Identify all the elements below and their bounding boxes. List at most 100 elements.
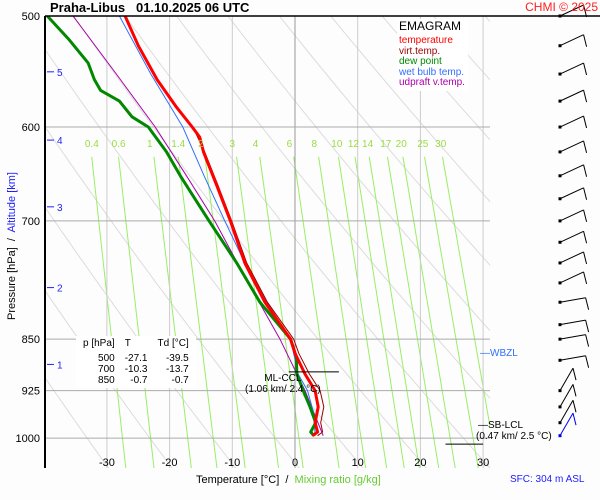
wind-barb-flag bbox=[572, 368, 577, 381]
mixing-ratio-label: 14 bbox=[362, 139, 374, 150]
dry-adiabat bbox=[45, 376, 110, 468]
table-header: p [hPa] bbox=[83, 338, 115, 349]
mixing-ratio-label: 20 bbox=[396, 139, 408, 150]
dry-adiabat bbox=[124, 16, 490, 468]
mixing-ratio-label: 25 bbox=[417, 139, 429, 150]
wind-barb-flag bbox=[583, 4, 588, 18]
ml-ccl-label: ML-CCL (1.06 km/ 2.4 °C) bbox=[245, 373, 321, 395]
wind-barb-staff bbox=[559, 4, 584, 17]
series-temperature bbox=[123, 16, 320, 437]
mixing-ratio-line bbox=[204, 156, 246, 468]
wind-barb bbox=[558, 209, 588, 223]
table-row: 850 -0.7 -0.7 bbox=[78, 375, 194, 386]
wind-barb-dot bbox=[558, 337, 562, 341]
wind-barb-dot bbox=[558, 14, 562, 18]
wind-barb bbox=[558, 187, 588, 201]
table-cell: -13.7 bbox=[165, 364, 189, 375]
mixing-ratio-line bbox=[318, 156, 367, 468]
mixing-ratio-label: 12 bbox=[348, 139, 360, 150]
y-tick-label: 600 bbox=[22, 122, 40, 134]
mixing-ratio-line bbox=[153, 156, 192, 468]
mixing-ratio-line bbox=[293, 156, 340, 468]
dry-adiabat bbox=[565, 0, 600, 474]
table-cell: -0.7 bbox=[130, 375, 148, 386]
mixing-ratio-label: 8 bbox=[311, 139, 317, 150]
legend-item: dew point bbox=[399, 56, 442, 67]
wind-barb bbox=[558, 384, 577, 409]
mixing-ratio-label: 0.4 bbox=[85, 139, 99, 150]
wind-barb-staff bbox=[559, 271, 584, 284]
wind-barb-staff bbox=[559, 34, 584, 47]
sounding-table: p [hPa] T Td [°C] 500 -27.1 -39.5 700 -10.3 -13.… bbox=[76, 336, 196, 388]
dry-adiabat bbox=[175, 16, 490, 399]
wind-barb-staff bbox=[559, 89, 584, 102]
mixing-ratio-label: 10 bbox=[331, 139, 343, 150]
wind-barb-staff bbox=[559, 62, 584, 75]
wind-barb-dot bbox=[558, 358, 562, 362]
wind-barb bbox=[558, 251, 588, 265]
x-tick-label: -20 bbox=[162, 457, 178, 469]
wind-barb-staff bbox=[559, 209, 584, 222]
wind-barb-dot bbox=[558, 174, 562, 178]
wind-barb bbox=[558, 164, 588, 178]
wind-barb-dot bbox=[558, 219, 562, 223]
wind-barb-flag bbox=[583, 34, 588, 47]
dry-adiabat bbox=[45, 206, 237, 468]
altitude-label: 1 bbox=[57, 360, 63, 371]
mixing-ratio-line bbox=[259, 156, 304, 468]
wind-barb-staff bbox=[559, 164, 584, 177]
wind-barb bbox=[558, 271, 588, 285]
dry-adiabat bbox=[45, 289, 173, 468]
wind-barb-flag bbox=[583, 231, 588, 244]
sb-lcl-label: —SB-LCL (0.47 km/ 2.5 °C) bbox=[476, 420, 552, 442]
wind-barb-flag bbox=[583, 90, 588, 103]
x-tick-label: 30 bbox=[477, 457, 489, 469]
wind-barb bbox=[558, 367, 577, 393]
table-header: Td [°C] bbox=[157, 338, 189, 349]
y-tick-label: 700 bbox=[22, 216, 40, 228]
mixing-ratio-label: 17 bbox=[380, 139, 392, 150]
wind-barb-staff bbox=[559, 355, 586, 361]
mixing-ratio-line bbox=[236, 156, 280, 468]
x-tick-label: 20 bbox=[414, 457, 426, 469]
dry-adiabat bbox=[227, 16, 490, 332]
mixing-ratio-line bbox=[386, 156, 440, 468]
mixing-ratio-label: 4 bbox=[253, 139, 259, 150]
wind-barb-dot bbox=[558, 150, 562, 154]
plot-clip-group bbox=[45, 0, 600, 474]
wind-barb-dot bbox=[558, 405, 562, 409]
table-cell: 850 bbox=[98, 375, 115, 386]
wind-barb-flag bbox=[583, 62, 588, 76]
wind-barb-flag bbox=[572, 413, 577, 426]
altitude-label: 2 bbox=[57, 284, 63, 295]
wind-barb-staff bbox=[559, 251, 584, 264]
wind-barb-staff bbox=[559, 140, 584, 153]
wind-barb bbox=[558, 4, 588, 18]
wind-barb bbox=[558, 355, 590, 368]
wind-barb-flag bbox=[583, 251, 588, 265]
dry-adiabat bbox=[45, 48, 364, 468]
wind-barb bbox=[558, 412, 577, 438]
table-cell: -0.7 bbox=[171, 375, 189, 386]
mixing-ratio-line bbox=[424, 156, 479, 468]
mixing-ratio-label: 1.4 bbox=[171, 139, 185, 150]
x-tick-label: 10 bbox=[352, 457, 364, 469]
wind-barb bbox=[558, 319, 590, 333]
legend-item: udpraft v.temp. bbox=[399, 77, 465, 88]
wind-barb-flag bbox=[583, 209, 588, 223]
wind-barb-staff bbox=[559, 384, 574, 408]
wind-barb-dot bbox=[558, 197, 562, 201]
mixing-ratio-line bbox=[354, 156, 405, 468]
mixing-ratio-line bbox=[118, 156, 155, 468]
y-tick-label: 850 bbox=[22, 334, 40, 346]
wind-barb-flag bbox=[583, 140, 588, 154]
mixing-ratio-label: 30 bbox=[435, 139, 447, 150]
table-cell: 700 bbox=[98, 364, 115, 375]
wind-barb-staff bbox=[559, 319, 586, 326]
mixing-ratio-line bbox=[368, 156, 420, 468]
wind-barb-staff bbox=[559, 334, 586, 340]
wind-barb-staff bbox=[559, 115, 584, 128]
wind-barb-dot bbox=[558, 421, 562, 425]
wind-barb bbox=[558, 115, 588, 129]
mixing-ratio-line bbox=[337, 156, 388, 468]
